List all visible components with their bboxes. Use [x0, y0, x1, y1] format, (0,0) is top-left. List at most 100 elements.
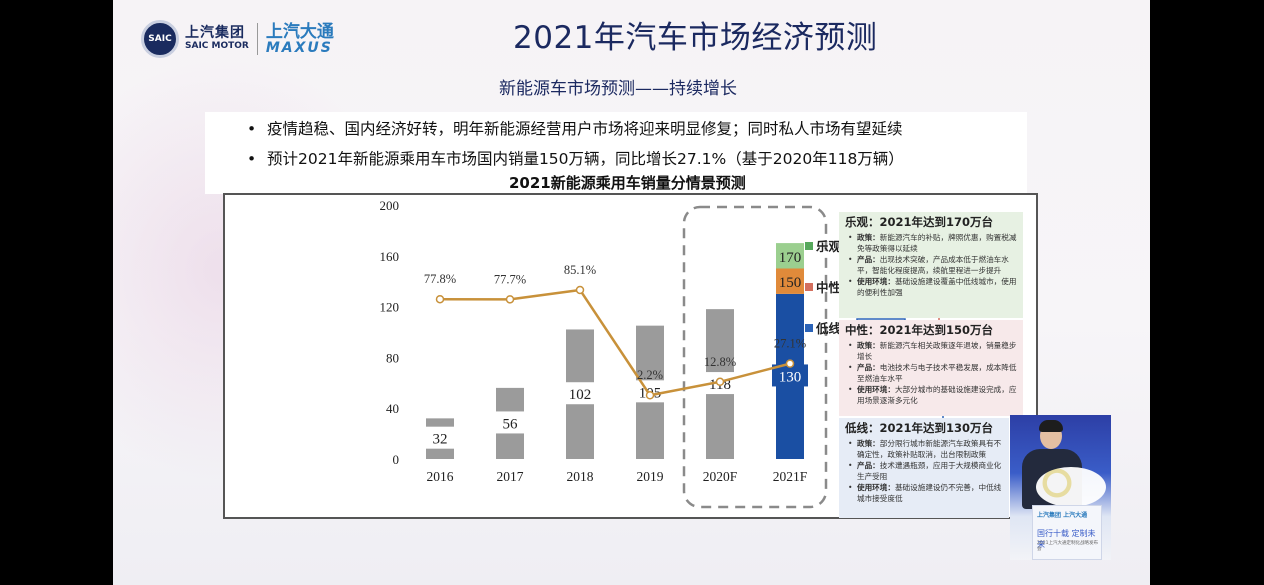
legend-label: 低线 — [815, 321, 842, 336]
data-label: 32 — [433, 432, 448, 448]
scenario-low: 低线：2021年达到130万台 政策：部分限行城市新能源汽车政策具有不确定性，政… — [839, 418, 1009, 518]
scenario-neutral: 中性：2021年达到150万台 政策：新能源汽车相关政策逐年退坡，销量稳步增长 … — [839, 320, 1023, 416]
scenario-item-text: 出现技术突破，产品成本低于燃油车水平，智能化程度提高，续航里程进一步提升 — [857, 255, 1009, 275]
saic-logo-icon: SAIC — [141, 20, 179, 58]
data-label-box — [492, 411, 528, 434]
data-label-box — [422, 426, 458, 449]
forecast-highlight-box — [682, 205, 828, 509]
scenario-item-text: 大部分城市的基础设施建设完成，应用场景逐渐多元化 — [857, 385, 1017, 405]
y-tick-label: 80 — [386, 350, 399, 365]
x-tick-label: 2016 — [427, 469, 454, 484]
legend-swatch — [805, 283, 813, 291]
saic-logo-text: 上汽集团 SAIC MOTOR — [185, 25, 249, 51]
data-label: 56 — [503, 416, 519, 432]
podium-small-text: 2021上汽大通定制化战略发布会 — [1037, 541, 1098, 552]
podium-text: 国行十载 定制未来 — [1037, 529, 1096, 549]
scenario-item: 使用环境：基础设施建设仍不完善，中低线城市接受度低 — [845, 482, 1003, 504]
saic-logo-cn: 上汽集团 — [185, 25, 245, 42]
presentation-slide: SAIC 上汽集团 SAIC MOTOR 上汽大通 MAXUS 2021年汽车市… — [113, 0, 1150, 585]
data-label: 170 — [779, 250, 802, 266]
growth-rate-point — [715, 377, 725, 387]
scenario-item-key: 产品： — [857, 461, 880, 470]
speaker-video-overlay: 上汽集团 上汽大通 国行十载 定制未来 2021上汽大通定制化战略发布会 — [1010, 415, 1111, 560]
data-label: 102 — [569, 387, 592, 403]
scenario-item: 产品：出现技术突破，产品成本低于燃油车水平，智能化程度提高，续航里程进一步提升 — [845, 254, 1017, 276]
scenario-item: 产品：技术遭遇瓶颈，应用于大规模商业化生产受阻 — [845, 460, 1003, 482]
scenario-item-key: 使用环境： — [857, 483, 895, 492]
logo-block: SAIC 上汽集团 SAIC MOTOR 上汽大通 MAXUS — [141, 20, 334, 58]
saic-logo-en: SAIC MOTOR — [185, 40, 249, 51]
podium-brand: 上汽集团 上汽大通 — [1037, 512, 1088, 519]
growth-rate-point — [505, 295, 515, 304]
y-tick-label: 0 — [393, 452, 400, 467]
data-label-box — [772, 364, 808, 387]
maxus-logo-en: MAXUS — [265, 39, 333, 56]
scenario-item-text: 部分限行城市新能源汽车政策具有不确定性，政策补贴取消，出台限制政策 — [857, 439, 1002, 459]
legend-swatch — [805, 324, 813, 332]
growth-rate-label: 77.7% — [494, 272, 526, 286]
x-tick-label: 2020F — [703, 469, 738, 484]
growth-rate-label: 12.8% — [704, 355, 736, 369]
scenario-item: 政策：部分限行城市新能源汽车政策具有不确定性，政策补贴取消，出台限制政策 — [845, 438, 1003, 460]
scenario-item-text: 技术遭遇瓶颈，应用于大规模商业化生产受阻 — [857, 461, 1002, 481]
legend-label: 乐观 — [816, 239, 842, 254]
logo-divider — [256, 23, 258, 55]
scenario-title: 中性：2021年达到150万台 — [845, 323, 994, 337]
growth-rate-label: 85.1% — [564, 263, 596, 277]
bar-2021-mid — [776, 268, 804, 294]
data-label-box — [562, 382, 598, 405]
scenario-item-key: 使用环境： — [857, 385, 895, 394]
bullet-list: 疫情趋稳、国内经济好转，明年新能源经营用户市场将迎来明显修复；同时私人市场有望延… — [245, 114, 904, 174]
scenario-item-key: 产品： — [857, 255, 880, 264]
scenario-item: 产品：电池技术与电子技术平稳发展，成本降低至燃油车水平 — [845, 362, 1017, 384]
legend-label: 中性 — [816, 280, 842, 295]
scenario-item-text: 电池技术与电子技术平稳发展，成本降低至燃油车水平 — [857, 363, 1017, 383]
slide-subtitle: 新能源车市场预测——持续增长 — [499, 79, 737, 99]
growth-rate-line — [439, 288, 791, 397]
growth-rate-point — [435, 294, 445, 304]
bullet-item: 预计2021年新能源乘用车市场国内销量150万辆，同比增长27.1%（基于202… — [245, 144, 904, 174]
scenario-item-text: 基础设施建设仍不完善，中低线城市接受度低 — [857, 483, 1002, 503]
x-tick-label: 2021F — [773, 469, 808, 484]
growth-rate-point — [645, 390, 655, 400]
maxus-logo-cn: 上汽大通 — [265, 21, 334, 42]
x-tick-label: 2019 — [637, 469, 664, 484]
scenario-item: 政策：新能源汽车的补贴，牌照优惠，购置税减免等政策得以延续 — [845, 232, 1017, 254]
x-tick-label: 2017 — [497, 469, 524, 484]
podium: 上汽集团 上汽大通 国行十载 定制未来 2021上汽大通定制化战略发布会 — [1032, 505, 1102, 560]
bullet-item: 疫情趋稳、国内经济好转，明年新能源经营用户市场将迎来明显修复；同时私人市场有望延… — [245, 114, 904, 144]
scenario-item-text: 新能源汽车的补贴，牌照优惠，购置税减免等政策得以延续 — [857, 233, 1017, 253]
scenario-item: 政策：新能源汽车相关政策逐年退坡，销量稳步增长 — [845, 340, 1017, 362]
y-tick-label: 120 — [380, 300, 400, 315]
data-label: 130 — [779, 369, 802, 385]
growth-rate-point — [575, 285, 585, 295]
growth-rate-point — [785, 359, 795, 368]
data-label: 150 — [779, 275, 802, 291]
chart-title: 2021新能源乘用车销量分情景预测 — [509, 174, 746, 192]
flower-arrangement — [1036, 467, 1106, 507]
scenario-title: 低线：2021年达到130万台 — [845, 421, 994, 435]
bar-2021-high — [776, 243, 804, 269]
growth-rate-label: 2.2% — [637, 368, 663, 382]
y-tick-label: 160 — [380, 249, 400, 264]
growth-rate-label: 77.8% — [424, 272, 456, 286]
scenario-item-key: 政策： — [857, 341, 880, 350]
x-tick-label: 2018 — [567, 469, 594, 484]
y-tick-label: 40 — [386, 401, 399, 416]
slide-title: 2021年汽车市场经济预测 — [513, 20, 878, 56]
scenario-item-key: 使用环境： — [857, 277, 895, 286]
speaker-hair — [1039, 420, 1063, 432]
scenario-item-key: 政策： — [857, 233, 880, 242]
scenario-item-text: 新能源汽车相关政策逐年退坡，销量稳步增长 — [857, 341, 1017, 361]
scenario-optimistic: 乐观：2021年达到170万台 政策：新能源汽车的补贴，牌照优惠，购置税减免等政… — [839, 212, 1023, 318]
maxus-logo: 上汽大通 MAXUS — [265, 21, 334, 56]
legend-swatch — [805, 242, 813, 250]
scenario-title: 乐观：2021年达到170万台 — [845, 215, 994, 229]
scenario-item-key: 产品： — [857, 363, 880, 372]
y-tick-label: 200 — [380, 198, 400, 213]
growth-rate-label: 27.1% — [774, 337, 806, 351]
scenario-item-text: 基础设施建设覆盖中低线城市，使用的便利性加强 — [857, 277, 1017, 297]
scenario-item: 使用环境：基础设施建设覆盖中低线城市，使用的便利性加强 — [845, 276, 1017, 298]
scenario-item-key: 政策： — [857, 439, 880, 448]
scenario-item: 使用环境：大部分城市的基础设施建设完成，应用场景逐渐多元化 — [845, 384, 1017, 406]
